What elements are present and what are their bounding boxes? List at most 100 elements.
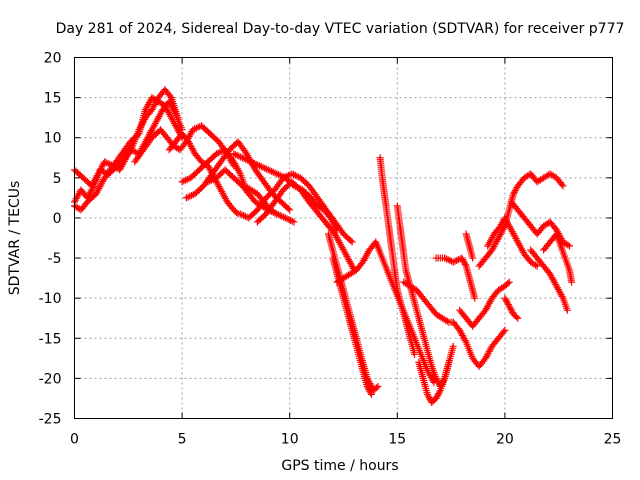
data-point (276, 212, 284, 220)
data-point (236, 210, 244, 218)
data-point (166, 92, 174, 100)
data-point (235, 168, 243, 176)
y-tick-label: 15 (44, 91, 62, 107)
series-23 (484, 214, 541, 270)
data-point (276, 171, 284, 179)
data-point (505, 278, 513, 286)
y-axis-label: SDTVAR / TECUs (7, 181, 23, 296)
data-point (184, 193, 192, 201)
data-point (372, 384, 380, 392)
data-point (441, 254, 449, 262)
x-axis-label: GPS time / hours (281, 458, 398, 474)
data-point (367, 389, 375, 397)
data-point (432, 394, 440, 402)
data-point (262, 165, 270, 173)
data-point (238, 154, 246, 162)
data-point (189, 126, 197, 134)
x-tick-label: 5 (178, 432, 187, 448)
data-point (367, 390, 375, 398)
data-point (469, 254, 477, 262)
data-point (230, 150, 238, 158)
data-point (238, 211, 246, 219)
data-point (183, 175, 191, 183)
data-point (108, 161, 116, 169)
data-point (443, 317, 451, 325)
data-point (278, 212, 286, 220)
y-tick-label: -20 (39, 371, 62, 387)
series-10 (230, 150, 341, 234)
data-point (504, 279, 512, 287)
data-point (332, 224, 340, 232)
y-tick-label: 0 (53, 211, 62, 227)
data-point (250, 159, 258, 167)
data-point (101, 158, 109, 166)
data-point (451, 257, 459, 265)
data-point (363, 382, 371, 390)
series-25 (501, 294, 522, 322)
data-point (458, 254, 466, 262)
data-point (563, 306, 571, 314)
data-point (453, 256, 461, 264)
y-tick-label: 10 (44, 131, 62, 147)
data-point (348, 238, 356, 246)
data-point (271, 169, 279, 177)
data-point (257, 163, 265, 171)
data-point (460, 257, 468, 265)
data-point (461, 260, 469, 268)
y-tick-label: -10 (39, 291, 62, 307)
data-point (432, 374, 440, 382)
data-point (240, 212, 248, 220)
data-point (271, 209, 279, 217)
data-point (444, 256, 452, 264)
series-22 (475, 170, 567, 270)
data-point (347, 237, 355, 245)
data-point (510, 190, 518, 198)
data-point (295, 184, 303, 192)
data-point (508, 307, 516, 315)
data-point (424, 392, 432, 400)
data-point (435, 388, 443, 396)
data-point (233, 209, 241, 217)
data-point (433, 393, 441, 401)
data-point (533, 262, 541, 270)
data-point (182, 176, 190, 184)
data-point (286, 206, 294, 214)
data-point (501, 294, 509, 302)
data-point (564, 241, 572, 249)
data-point (128, 147, 136, 155)
data-point (502, 296, 510, 304)
data-point (292, 183, 300, 191)
data-point (192, 124, 200, 132)
data-point (434, 391, 442, 399)
data-point (102, 159, 110, 167)
plot-frame (74, 57, 613, 419)
data-point (290, 218, 298, 226)
series-11 (324, 230, 382, 394)
series-24 (507, 198, 573, 250)
data-point (425, 394, 433, 402)
data-point (244, 156, 252, 164)
data-point (460, 259, 468, 267)
data-point (280, 213, 288, 221)
data-point (266, 167, 274, 175)
data-point (284, 205, 292, 213)
data-point (291, 171, 299, 179)
data-point (247, 158, 255, 166)
data-point (281, 214, 289, 222)
data-point (505, 302, 513, 310)
data-point (186, 192, 194, 200)
data-point (532, 261, 540, 269)
data-point (512, 313, 520, 321)
data-point (442, 255, 450, 263)
data-point (364, 384, 372, 392)
data-point (254, 161, 262, 169)
data-point (191, 125, 199, 133)
data-point (497, 220, 505, 228)
data-point (365, 386, 373, 394)
data-point (504, 301, 512, 309)
data-point (104, 159, 112, 167)
data-point (278, 172, 286, 180)
data-point (568, 278, 576, 286)
data-point (290, 182, 298, 190)
